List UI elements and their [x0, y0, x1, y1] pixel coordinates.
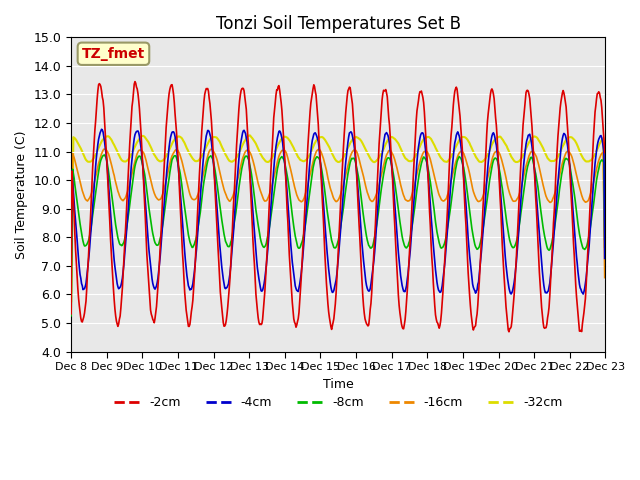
Text: TZ_fmet: TZ_fmet [82, 47, 145, 61]
X-axis label: Time: Time [323, 377, 354, 391]
Legend: -2cm, -4cm, -8cm, -16cm, -32cm: -2cm, -4cm, -8cm, -16cm, -32cm [109, 391, 568, 414]
Title: Tonzi Soil Temperatures Set B: Tonzi Soil Temperatures Set B [216, 15, 461, 33]
Y-axis label: Soil Temperature (C): Soil Temperature (C) [15, 130, 28, 259]
